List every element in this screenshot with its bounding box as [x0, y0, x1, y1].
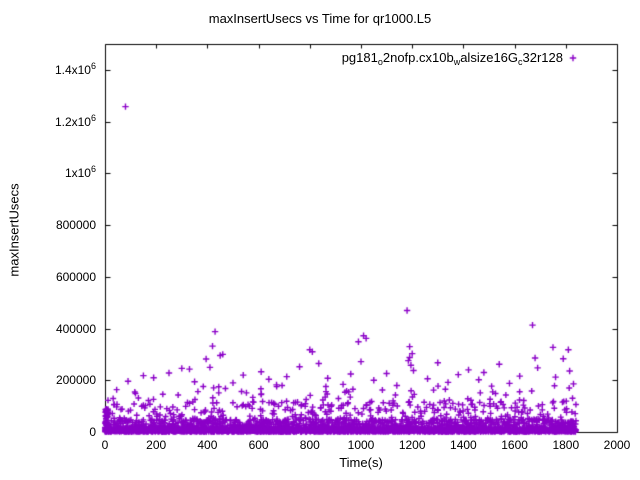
x-tick-label: 1200 — [398, 438, 426, 452]
x-tick-label: 0 — [101, 438, 109, 452]
x-tick-label: 1400 — [450, 438, 477, 452]
x-tick-label: 600 — [248, 438, 269, 452]
y-tick-label: 800000 — [55, 218, 96, 233]
x-tick-label: 1000 — [347, 438, 375, 452]
y-tick-label: 1.2x106 — [54, 112, 96, 129]
y-tick-label: 1.4x106 — [54, 60, 96, 77]
y-tick-label: 200000 — [55, 373, 96, 388]
x-tick-label: 1800 — [552, 438, 580, 452]
y-tick-label: 600000 — [55, 269, 96, 284]
y-tick-label: 0 — [89, 425, 96, 439]
x-tick-label: 200 — [146, 438, 167, 452]
x-tick-label: 2000 — [603, 438, 631, 452]
y-tick-label: 400000 — [55, 321, 96, 336]
x-tick-label: 1600 — [501, 438, 528, 452]
chart-title: maxInsertUsecs vs Time for qr1000.L5 — [208, 11, 432, 26]
y-tick-label: 1x106 — [64, 164, 96, 181]
x-tick-label: 800 — [299, 438, 320, 452]
x-axis-label: Time(s) — [339, 455, 383, 470]
x-tick-label: 400 — [197, 438, 218, 452]
y-axis-label: maxInsertUsecs — [6, 183, 22, 277]
legend-entry-label: pg181o2nofp.cx10bwalsize16Gc32r128 — [341, 50, 563, 67]
